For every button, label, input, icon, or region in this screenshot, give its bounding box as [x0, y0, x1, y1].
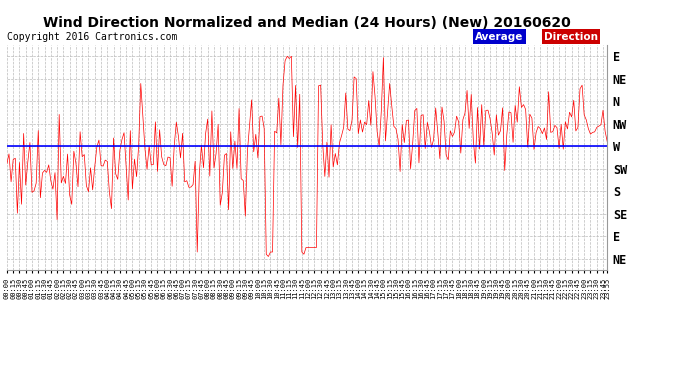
Text: Average: Average: [475, 32, 524, 42]
Text: Direction: Direction: [544, 32, 598, 42]
Text: Copyright 2016 Cartronics.com: Copyright 2016 Cartronics.com: [7, 32, 177, 42]
Text: Wind Direction Normalized and Median (24 Hours) (New) 20160620: Wind Direction Normalized and Median (24…: [43, 16, 571, 30]
